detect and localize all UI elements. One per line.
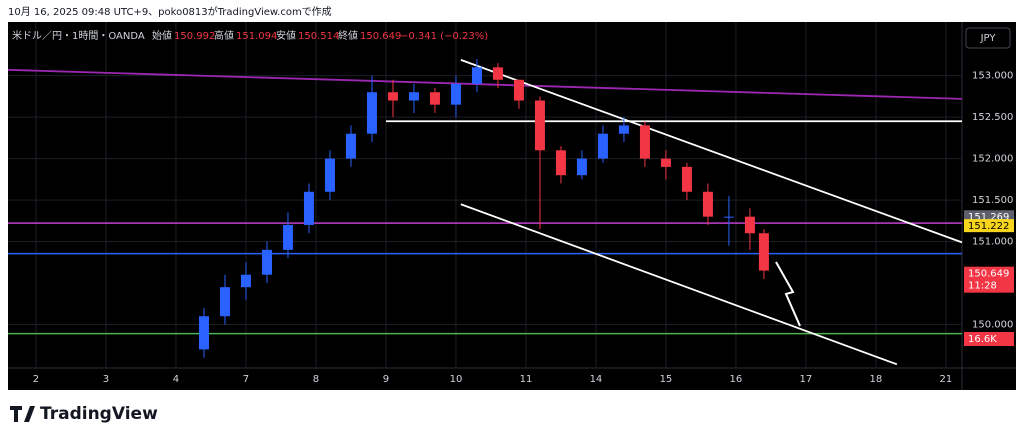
open-label: 始値 (152, 29, 172, 42)
x-tick-label: 21 (940, 374, 953, 385)
candle-body (723, 216, 734, 218)
logo-text: TradingView (40, 404, 158, 424)
candle-body (219, 287, 230, 317)
close-label: 終値 (338, 29, 358, 42)
high-value: 151.094 (236, 31, 277, 42)
y-tick-label: 151.000 (972, 237, 1013, 248)
x-tick-label: 2 (33, 374, 39, 385)
volume-tag: 16.6K (968, 334, 997, 345)
candle-body (576, 158, 587, 176)
currency-label: JPY (980, 33, 997, 44)
y-tick-label: 152.000 (972, 154, 1013, 165)
candle-body (702, 191, 713, 217)
candle-body (261, 249, 272, 275)
chart-panel (8, 22, 1016, 390)
candle-body (758, 233, 769, 271)
trend-line (7, 68, 963, 100)
x-tick-label: 9 (383, 374, 389, 385)
candle-body (744, 216, 755, 234)
zigzag-arrow (775, 261, 801, 327)
candle-body (387, 92, 398, 101)
candle-body (492, 67, 503, 80)
price-tag: 151.222 (968, 221, 1009, 232)
candle-body (681, 166, 692, 192)
x-tick-label: 11 (520, 374, 533, 385)
symbol: 米ドル／円・1時間・OANDA (12, 29, 145, 42)
candle-body (618, 125, 629, 134)
price-tag-box (964, 219, 1014, 233)
open-value: 150.992 (174, 31, 215, 42)
x-tick-label: 8 (313, 374, 319, 385)
y-tick-label: 153.000 (972, 71, 1013, 82)
change: −0.341 (−0.23%) (400, 31, 488, 42)
candle-body (534, 100, 545, 151)
candle-body (198, 316, 209, 350)
candle-body (366, 92, 377, 134)
plot (7, 22, 963, 368)
x-tick-label: 7 (243, 374, 249, 385)
low-value: 150.514 (298, 31, 339, 42)
candle-body (345, 133, 356, 159)
x-tick-label: 3 (103, 374, 109, 385)
legend: 米ドル／円・1時間・OANDA 始値 150.992 高値 151.094 安値… (12, 29, 488, 42)
countdown: 11:28 (968, 281, 997, 292)
x-tick-label: 14 (590, 374, 603, 385)
candle-body (450, 83, 461, 105)
candle-body (324, 158, 335, 192)
currency-button[interactable] (965, 27, 1011, 49)
candle-body (471, 67, 482, 84)
y-tick-label: 150.000 (972, 320, 1013, 331)
candle-body (240, 274, 251, 288)
x-tick-label: 4 (173, 374, 179, 385)
candle-body (429, 92, 440, 105)
close-value: 150.649 (360, 31, 401, 42)
x-tick-label: 10 (450, 374, 463, 385)
volume-tag-box (964, 332, 1014, 346)
x-tick-label: 16 (730, 374, 743, 385)
trend-line (460, 59, 963, 244)
price-tag: 151.269 (968, 212, 1009, 223)
y-tick-label: 151.500 (972, 195, 1013, 206)
high-label: 高値 (214, 29, 234, 42)
trend-line (460, 203, 898, 366)
x-tick-label: 15 (660, 374, 673, 385)
candle-body (639, 125, 650, 159)
candle-body (660, 158, 671, 167)
price-tag: 150.649 (968, 269, 1009, 280)
candle-body (513, 79, 524, 101)
caption: 10月 16, 2025 09:48 UTC+9、poko0813がTradin… (8, 5, 332, 18)
logo-mark (10, 406, 35, 422)
candle-body (555, 150, 566, 176)
candle-body (408, 92, 419, 101)
logo: TradingView (10, 404, 158, 424)
x-tick-label: 17 (800, 374, 813, 385)
y-tick-label: 152.500 (972, 112, 1013, 123)
price-tag-box (964, 266, 1014, 293)
candle-body (282, 224, 293, 250)
low-label: 安値 (276, 29, 296, 42)
x-tick-label: 18 (870, 374, 883, 385)
candle-body (597, 133, 608, 159)
candle-body (303, 191, 314, 225)
